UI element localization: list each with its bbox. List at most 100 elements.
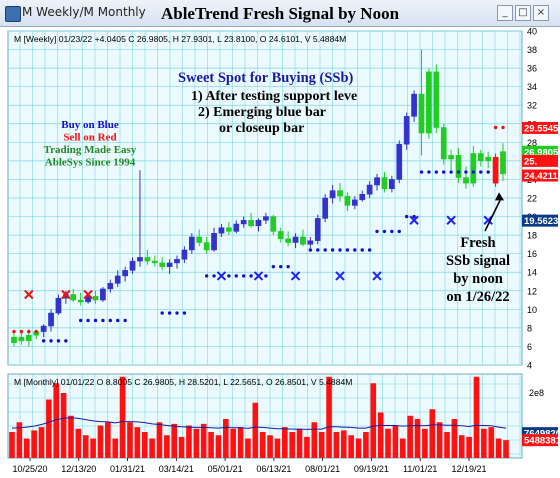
support-dot xyxy=(316,248,320,252)
volume-bar xyxy=(444,432,450,458)
volume-bar xyxy=(348,435,354,458)
support-dot xyxy=(330,248,335,252)
volume-bar xyxy=(267,435,273,458)
candle-body xyxy=(285,238,291,243)
price-y-tick-label: 6 xyxy=(527,342,532,352)
price-y-tick-label: 12 xyxy=(527,286,537,296)
candle-body xyxy=(396,143,403,180)
x-axis-tick-label: 08/01/21 xyxy=(305,464,340,474)
fresh-signal-text: on 1/26/22 xyxy=(446,289,509,305)
support-dot xyxy=(271,264,276,269)
support-dot xyxy=(212,274,216,278)
volume-label-box xyxy=(522,434,558,447)
legend-text: Buy on Blue xyxy=(61,119,119,131)
close-button[interactable]: × xyxy=(533,5,549,21)
candle-body xyxy=(381,177,388,189)
candle-body xyxy=(418,93,425,134)
x-axis-tick-label: 12/19/21 xyxy=(451,464,486,474)
volume-bar xyxy=(164,435,170,458)
price-pane: 4681012141618202224262830323436384029.55… xyxy=(7,27,559,371)
candle-body xyxy=(48,312,54,327)
candle-body xyxy=(403,116,410,145)
support-dot xyxy=(12,329,16,334)
volume-bar xyxy=(473,376,480,458)
candle-body xyxy=(322,197,329,219)
volume-label-text: 5488381 xyxy=(524,436,560,447)
volume-bar xyxy=(458,435,465,458)
x-axis-tick-label: 12/13/20 xyxy=(61,464,96,474)
volume-bar xyxy=(289,432,295,458)
support-dot xyxy=(86,318,90,323)
candle-body xyxy=(314,218,321,241)
support-dot xyxy=(249,274,253,278)
candle-body xyxy=(344,195,351,206)
volume-bar xyxy=(119,376,126,458)
support-dot xyxy=(64,339,68,343)
candle-body xyxy=(277,231,284,240)
candle-body xyxy=(25,335,32,342)
candle-body xyxy=(263,216,269,221)
support-dot xyxy=(390,229,394,234)
fresh-signal-text: Fresh xyxy=(460,235,495,251)
price-y-tick-label: 10 xyxy=(527,305,537,315)
support-dot xyxy=(41,339,46,343)
support-dot xyxy=(286,264,290,269)
volume-bar xyxy=(141,432,148,458)
volume-bar xyxy=(230,428,236,458)
price-label-text: 26.9805 xyxy=(524,147,559,158)
support-dot xyxy=(442,170,446,174)
support-dot xyxy=(204,274,209,278)
candle-body xyxy=(159,262,166,267)
legend-text: AbleSys Since 1994 xyxy=(45,157,136,169)
support-dot xyxy=(227,274,231,278)
support-dot xyxy=(93,318,98,323)
price-y-tick-label: 34 xyxy=(527,82,537,92)
support-dot xyxy=(449,170,453,174)
title-bar: M Weekly/M Monthly AbleTrend Fresh Signa… xyxy=(0,0,560,27)
volume-bar xyxy=(259,432,266,458)
support-dot xyxy=(501,125,505,130)
signal-x-marker xyxy=(335,271,345,281)
support-dot xyxy=(471,170,476,174)
candle-body xyxy=(100,288,106,301)
volume-bar xyxy=(16,422,23,458)
support-dot xyxy=(375,229,379,234)
fresh-signal-text: by noon xyxy=(453,271,503,287)
volume-bar xyxy=(38,427,45,458)
volume-bar xyxy=(414,419,421,458)
candle-body xyxy=(40,325,47,332)
signal-x-marker xyxy=(409,215,419,225)
volume-bar xyxy=(112,438,119,458)
volume-bar xyxy=(97,425,104,458)
volume-bar xyxy=(60,393,67,458)
volume-bar xyxy=(149,438,155,458)
volume-bar xyxy=(245,438,251,458)
price-y-tick-label: 32 xyxy=(527,101,537,111)
minimize-button[interactable]: _ xyxy=(497,5,513,21)
x-axis-tick-label: 03/14/21 xyxy=(159,464,194,474)
candle-body xyxy=(440,127,447,160)
volume-bar xyxy=(355,438,362,458)
volume-bar xyxy=(46,399,52,458)
volume-bar xyxy=(75,428,82,458)
candle-body xyxy=(11,336,17,343)
x-axis-tick-label: 10/25/20 xyxy=(12,464,47,474)
volume-bar xyxy=(9,432,15,458)
volume-bar xyxy=(23,438,30,458)
signal-x-marker xyxy=(24,289,34,300)
volume-bar xyxy=(407,415,413,458)
x-axis-tick-label: 11/01/21 xyxy=(403,464,437,474)
support-dot xyxy=(101,318,105,323)
support-dot xyxy=(264,274,268,278)
support-dot xyxy=(123,318,127,323)
restore-button[interactable]: □ xyxy=(515,5,531,21)
volume-bar xyxy=(127,422,133,458)
volume-bar xyxy=(252,402,259,458)
signal-x-marker xyxy=(61,289,71,300)
volume-bar xyxy=(274,438,281,458)
candle-body xyxy=(240,220,247,225)
candle-body xyxy=(270,216,277,232)
window-tab-title[interactable]: M Weekly/M Monthly xyxy=(22,5,146,19)
fresh-signal-text: SSb signal xyxy=(446,253,510,269)
volume-bar xyxy=(429,409,436,458)
